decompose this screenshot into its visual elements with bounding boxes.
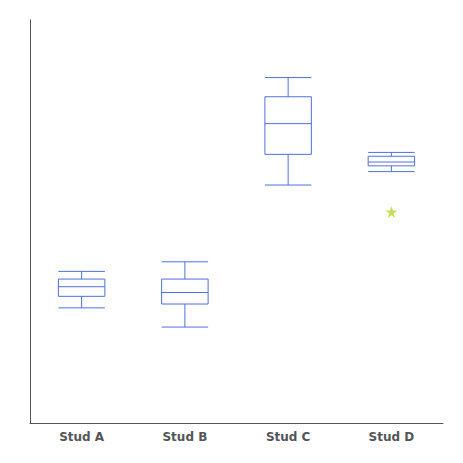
svg-text:Stud A: Stud A: [59, 430, 105, 444]
svg-text:Stud C: Stud C: [266, 430, 311, 444]
svg-text:Stud B: Stud B: [162, 430, 207, 444]
svg-text:Stud D: Stud D: [369, 430, 415, 444]
